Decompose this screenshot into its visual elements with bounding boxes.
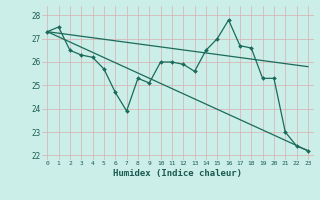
X-axis label: Humidex (Indice chaleur): Humidex (Indice chaleur) (113, 169, 242, 178)
